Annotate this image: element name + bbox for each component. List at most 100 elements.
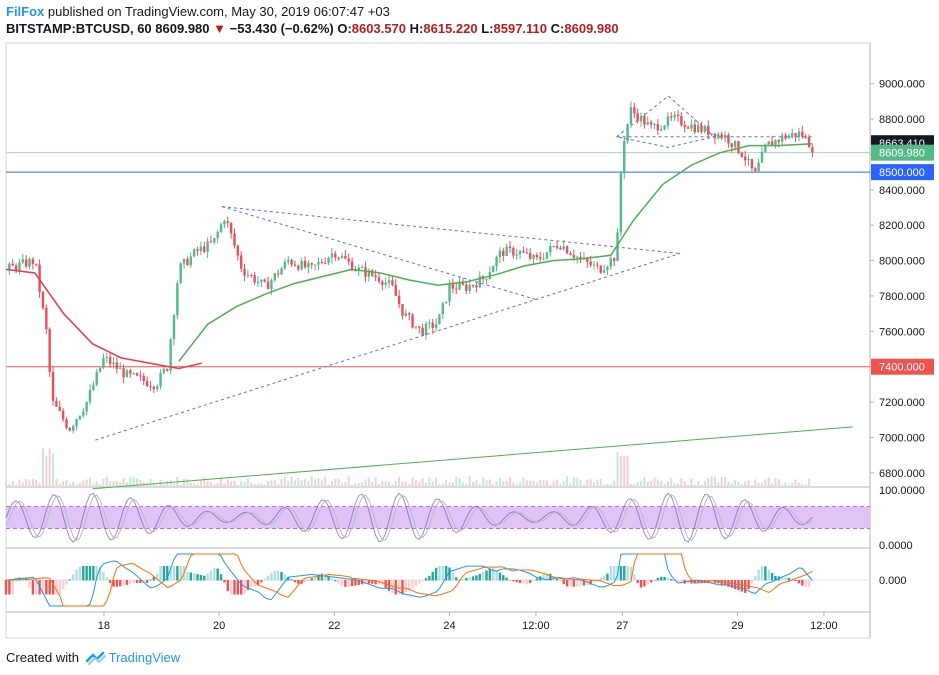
macd-bar: [794, 580, 797, 582]
volume-bar: [223, 483, 226, 487]
volume-bar: [761, 482, 763, 487]
volume-bar: [404, 481, 407, 487]
volume-bar: [136, 478, 139, 487]
volume-bar: [243, 481, 246, 487]
volume-bar: [414, 480, 417, 487]
macd-bar: [61, 580, 65, 590]
candle-body: [68, 427, 72, 431]
candle-body: [784, 135, 787, 139]
macd-bar: [438, 566, 441, 581]
macd-bar: [186, 571, 189, 581]
volume-bar: [169, 479, 172, 487]
candle-body: [357, 267, 360, 271]
volume-bar: [273, 480, 276, 487]
macd-bar: [770, 572, 774, 581]
macd-bar: [273, 570, 276, 581]
candle-body: [290, 260, 293, 265]
candle-body: [35, 263, 38, 265]
candle-body: [730, 143, 733, 148]
macd-bar: [132, 580, 135, 584]
candle-body: [794, 133, 797, 137]
volume-bar: [566, 476, 569, 487]
volume-bar: [468, 476, 471, 487]
author-link[interactable]: FilFox: [6, 4, 45, 19]
price-tick-label: 6800.000: [879, 468, 925, 480]
macd-bar: [643, 580, 646, 587]
candle-body: [612, 258, 616, 262]
macd-bar: [240, 580, 243, 595]
candle-body: [690, 124, 693, 129]
volume-bar: [455, 476, 458, 487]
macd-bar: [528, 580, 532, 583]
volume-bar: [337, 478, 340, 487]
macd-bar: [250, 580, 253, 587]
volume-bar: [324, 477, 327, 487]
candle-body: [276, 273, 280, 275]
macd-bar: [576, 580, 579, 587]
volume-bar: [330, 480, 333, 487]
macd-bar: [767, 569, 770, 581]
volume-bar: [643, 476, 646, 487]
candle-body: [653, 124, 656, 126]
macd-bar: [98, 566, 102, 581]
macd-bar: [377, 580, 381, 585]
volume-bar: [377, 484, 380, 487]
chart-frame: [5, 42, 871, 639]
low-label: L:: [481, 21, 494, 36]
macd-bar: [354, 580, 357, 586]
volume-bar: [408, 483, 411, 487]
macd-bar: [11, 580, 14, 595]
volume-bar: [515, 484, 518, 487]
macd-bar: [471, 576, 475, 581]
macd-bar: [592, 580, 596, 583]
macd-bar: [606, 573, 609, 581]
candle-body: [206, 241, 209, 252]
volume-bar: [55, 478, 58, 487]
volume-bar: [112, 481, 115, 487]
volume-bar: [48, 448, 51, 487]
macd-bar: [492, 567, 495, 581]
macd-bar: [451, 572, 455, 581]
triangle-inner-line: [221, 206, 537, 300]
candle-body: [696, 125, 700, 133]
candle-body: [176, 283, 179, 316]
volume-bar: [784, 482, 787, 487]
candle-body: [8, 263, 11, 270]
volume-bar: [700, 484, 703, 487]
macd-bar: [760, 566, 764, 581]
volume-bar: [216, 482, 219, 487]
time-tick-label: 12:00: [522, 620, 550, 632]
candle-body: [256, 281, 260, 283]
volume-bar: [418, 481, 421, 487]
candle-body: [626, 124, 629, 142]
candle-body: [263, 279, 266, 282]
macd-bar: [680, 580, 683, 584]
footer: Created with TradingView: [6, 650, 180, 665]
time-tick-label: 22: [328, 620, 340, 632]
candle-body: [293, 264, 297, 266]
volume-bar: [599, 478, 602, 487]
volume-bar: [58, 483, 61, 487]
volume-bar: [593, 482, 595, 487]
candle-body: [791, 133, 794, 136]
time-tick-label: 12:00: [810, 620, 838, 632]
macd-bar: [125, 580, 129, 585]
candle-body: [92, 384, 95, 390]
candle-body: [310, 263, 313, 265]
volume-bar: [388, 482, 391, 487]
volume-bar: [334, 479, 337, 487]
volume-bar: [149, 478, 152, 487]
candle-body: [347, 258, 350, 262]
candle-body: [539, 257, 542, 259]
volume-bar: [512, 482, 515, 487]
price-tick-label: 7200.000: [879, 397, 925, 409]
macd-bar: [55, 580, 58, 595]
volume-bar: [606, 483, 609, 487]
macd-bar: [740, 580, 744, 592]
candle-body: [250, 274, 253, 276]
candle-body: [596, 264, 599, 266]
tradingview-link[interactable]: TradingView: [108, 650, 181, 665]
candle-body: [629, 107, 633, 125]
macd-bar: [68, 579, 72, 581]
